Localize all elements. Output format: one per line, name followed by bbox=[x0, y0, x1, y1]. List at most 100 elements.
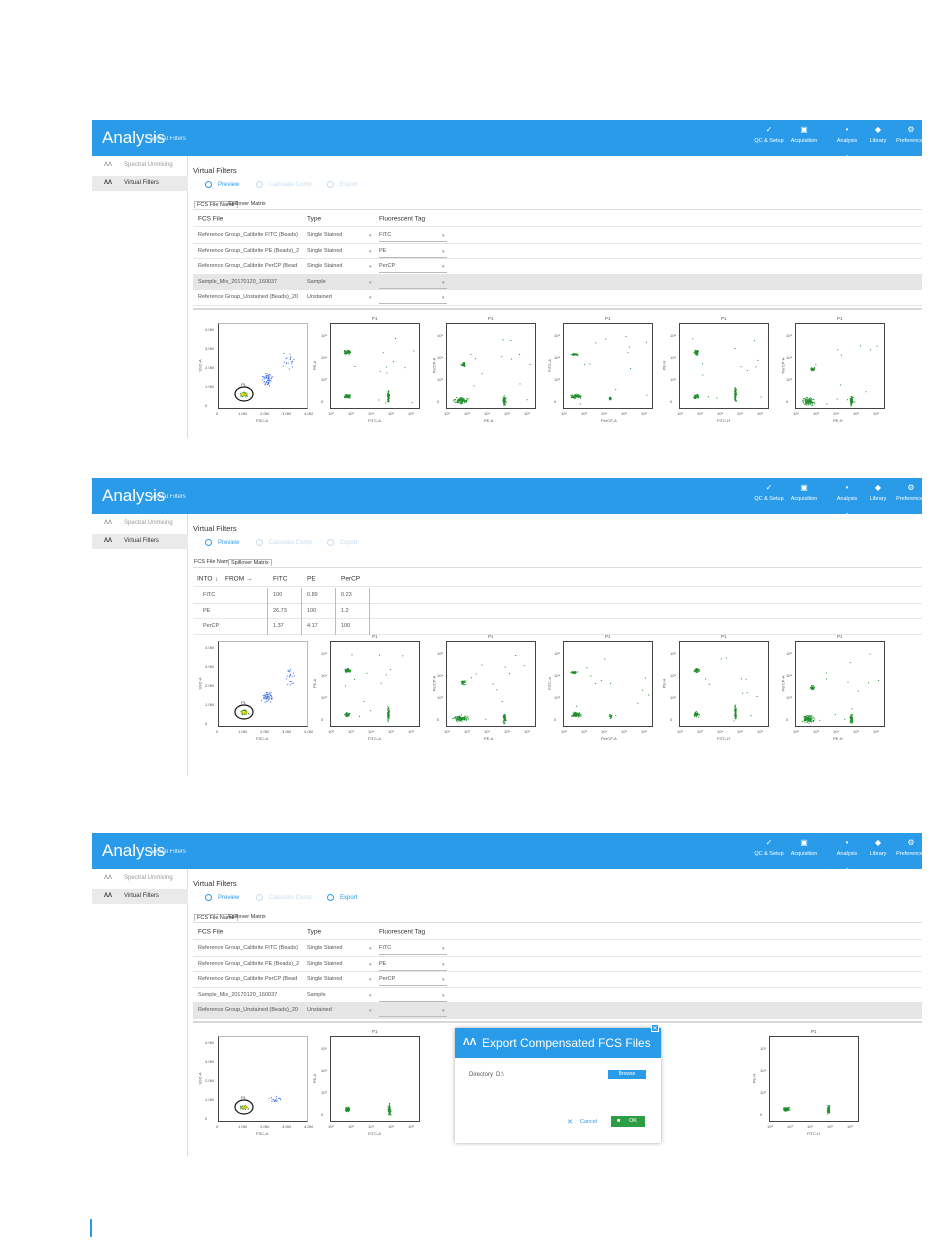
tab-spillover-matrix[interactable]: Spillover Matrix bbox=[228, 559, 272, 566]
chevron-down-icon[interactable]: ▾ bbox=[442, 279, 445, 286]
gate-p1[interactable] bbox=[234, 386, 254, 402]
export-button[interactable]: Export bbox=[327, 539, 357, 546]
export-button[interactable]: Export bbox=[327, 181, 357, 188]
horizontal-scrollbar[interactable] bbox=[193, 1021, 922, 1023]
chevron-down-icon[interactable]: ▾ bbox=[442, 977, 445, 983]
table-row[interactable]: Sample_Mix_20170120_160037 Sample ▾ ▾ bbox=[193, 988, 922, 1003]
table-row[interactable]: Sample_Mix_20170120_160037 Sample ▾ ▾ bbox=[193, 274, 922, 290]
fluorescent-tag-select[interactable]: PerCP bbox=[379, 263, 396, 270]
matrix-value-cell[interactable]: 4.17 bbox=[307, 623, 318, 630]
scatter-plot-pe-a[interactable] bbox=[446, 323, 536, 409]
chevron-down-icon[interactable]: ▾ bbox=[442, 961, 445, 968]
type-select[interactable]: Sample bbox=[307, 991, 326, 998]
sidebar-item-spectral-unmixing[interactable]: ΛΛ Spectral Unmixing bbox=[92, 871, 188, 886]
chevron-down-icon[interactable]: ▾ bbox=[442, 248, 445, 255]
sidebar-item-virtual-filters[interactable]: ΛΛ Virtual Filters bbox=[92, 534, 188, 549]
table-row[interactable]: Reference Group_Unstained (Beads)_20 Unst… bbox=[193, 1003, 922, 1019]
nav-item-acquisition[interactable]: ▣ Acquisition bbox=[782, 839, 826, 867]
chevron-down-icon[interactable]: ▾ bbox=[442, 264, 445, 270]
fluorescent-tag-select[interactable]: FITC bbox=[379, 232, 392, 239]
scatter-plot-percp-a[interactable] bbox=[563, 323, 653, 409]
nav-item-library[interactable]: ◆ Library bbox=[856, 839, 900, 867]
nav-item-qc-setup[interactable]: ✓ QC & Setup bbox=[747, 839, 791, 867]
matrix-value-cell[interactable]: 26.73 bbox=[273, 607, 287, 614]
nav-item-preferences[interactable]: ⚙ Preferences bbox=[889, 126, 933, 154]
scatter-plot-fitc-a[interactable] bbox=[330, 323, 420, 409]
table-row[interactable]: Reference Group_Calibrite PerCP (Bead Sin… bbox=[193, 972, 922, 988]
fluorescent-tag-select[interactable]: PE bbox=[379, 247, 387, 254]
chevron-down-icon[interactable]: ▾ bbox=[369, 248, 372, 255]
chevron-down-icon[interactable]: ▾ bbox=[369, 233, 372, 239]
export-button[interactable]: Export bbox=[327, 894, 357, 901]
table-row[interactable]: Reference Group_Calibrite PerCP (Bead Sin… bbox=[193, 259, 922, 275]
scatter-plot-ssc-fsc[interactable]: P1 bbox=[218, 323, 308, 409]
chevron-down-icon[interactable]: ▾ bbox=[369, 992, 372, 999]
tab-fcs-file-name[interactable]: FCS File Name bbox=[194, 559, 232, 565]
chevron-down-icon[interactable]: ▾ bbox=[369, 961, 372, 968]
matrix-value-cell[interactable]: 1.2 bbox=[341, 607, 349, 614]
gate-p1[interactable] bbox=[234, 1099, 254, 1115]
fluorescent-tag-select[interactable]: PE bbox=[379, 960, 387, 967]
nav-item-preferences[interactable]: ⚙ Preferences bbox=[889, 484, 933, 512]
gate-p1[interactable] bbox=[234, 704, 254, 720]
fluorescent-tag-select[interactable]: PerCP bbox=[379, 976, 396, 983]
matrix-value-cell[interactable]: 1.37 bbox=[273, 623, 284, 630]
type-select[interactable]: Single Stained bbox=[307, 263, 343, 270]
nav-item-acquisition[interactable]: ▣ Acquisition bbox=[782, 484, 826, 512]
calculate-button[interactable]: Calculate Comp. bbox=[256, 894, 313, 901]
chevron-down-icon[interactable]: ▾ bbox=[369, 295, 372, 301]
matrix-value-cell[interactable]: 100 bbox=[307, 607, 317, 614]
sidebar-item-virtual-filters[interactable]: ΛΛ Virtual Filters bbox=[92, 176, 188, 191]
scatter-plot-ssc-fsc[interactable]: P1 bbox=[218, 1036, 308, 1122]
chevron-down-icon[interactable]: ▾ bbox=[442, 1008, 445, 1014]
nav-item-preferences[interactable]: ⚙ Preferences bbox=[889, 839, 933, 867]
scatter-plot-fitc-a[interactable] bbox=[330, 641, 420, 727]
nav-item-analysis[interactable]: • Analysis bbox=[825, 839, 869, 871]
chevron-down-icon[interactable]: ▾ bbox=[369, 279, 372, 286]
nav-item-acquisition[interactable]: ▣ Acquisition bbox=[782, 126, 826, 154]
scatter-plot-fitc-h[interactable] bbox=[769, 1036, 859, 1122]
sidebar-item-virtual-filters[interactable]: ΛΛ Virtual Filters bbox=[92, 889, 188, 904]
directory-field[interactable]: D:\ bbox=[496, 1072, 504, 1078]
nav-item-library[interactable]: ◆ Library bbox=[856, 126, 900, 154]
cancel-icon[interactable]: ✕ bbox=[567, 1119, 573, 1126]
chevron-down-icon[interactable]: ▾ bbox=[442, 946, 445, 952]
chevron-down-icon[interactable]: ▾ bbox=[369, 946, 372, 952]
matrix-value-cell[interactable]: 100 bbox=[341, 623, 351, 630]
horizontal-scrollbar[interactable] bbox=[193, 308, 922, 310]
scatter-plot-pe-h[interactable] bbox=[795, 323, 885, 409]
scatter-plot-percp-a[interactable] bbox=[563, 641, 653, 727]
sidebar-item-spectral-unmixing[interactable]: ΛΛ Spectral Unmixing bbox=[92, 516, 188, 531]
preview-button[interactable]: Preview bbox=[205, 894, 239, 901]
nav-item-analysis[interactable]: • Analysis bbox=[825, 484, 869, 516]
table-row[interactable]: Reference Group_Calibrite FITC (Beads) Si… bbox=[193, 941, 922, 957]
chevron-down-icon[interactable]: ▾ bbox=[369, 977, 372, 983]
matrix-value-cell[interactable]: 0.23 bbox=[341, 592, 352, 599]
type-select[interactable]: Single Stained bbox=[307, 945, 343, 952]
sidebar-item-spectral-unmixing[interactable]: ΛΛ Spectral Unmixing bbox=[92, 158, 188, 173]
cancel-button[interactable]: Cancel bbox=[580, 1119, 598, 1125]
type-select[interactable]: Unstained bbox=[307, 294, 332, 301]
matrix-value-cell[interactable]: 100 bbox=[273, 592, 283, 599]
type-select[interactable]: Single Stained bbox=[307, 976, 343, 983]
nav-item-library[interactable]: ◆ Library bbox=[856, 484, 900, 512]
preview-button[interactable]: Preview bbox=[205, 539, 239, 546]
fluorescent-tag-select[interactable]: FITC bbox=[379, 945, 392, 952]
tab-spillover-matrix[interactable]: Spillover Matrix bbox=[228, 914, 266, 920]
nav-item-qc-setup[interactable]: ✓ QC & Setup bbox=[747, 484, 791, 512]
ok-button[interactable]: ■ OK bbox=[611, 1116, 645, 1127]
tab-fcs-file-name[interactable]: FCS File Name bbox=[194, 914, 238, 921]
table-row[interactable]: Reference Group_Unstained (Beads)_20 Unst… bbox=[193, 290, 922, 306]
scatter-plot-pe-a[interactable] bbox=[446, 641, 536, 727]
preview-button[interactable]: Preview bbox=[205, 181, 239, 188]
browse-button[interactable]: Browse bbox=[608, 1070, 646, 1079]
type-select[interactable]: Single Stained bbox=[307, 247, 343, 254]
nav-item-qc-setup[interactable]: ✓ QC & Setup bbox=[747, 126, 791, 154]
matrix-value-cell[interactable]: 0.89 bbox=[307, 592, 318, 599]
scatter-plot-ssc-fsc[interactable]: P1 bbox=[218, 641, 308, 727]
chevron-down-icon[interactable]: ▾ bbox=[369, 264, 372, 270]
chevron-down-icon[interactable]: ▾ bbox=[442, 992, 445, 999]
scatter-plot-fitc-h[interactable] bbox=[679, 641, 769, 727]
chevron-down-icon[interactable]: ▾ bbox=[442, 295, 445, 301]
chevron-down-icon[interactable]: ▾ bbox=[442, 233, 445, 239]
